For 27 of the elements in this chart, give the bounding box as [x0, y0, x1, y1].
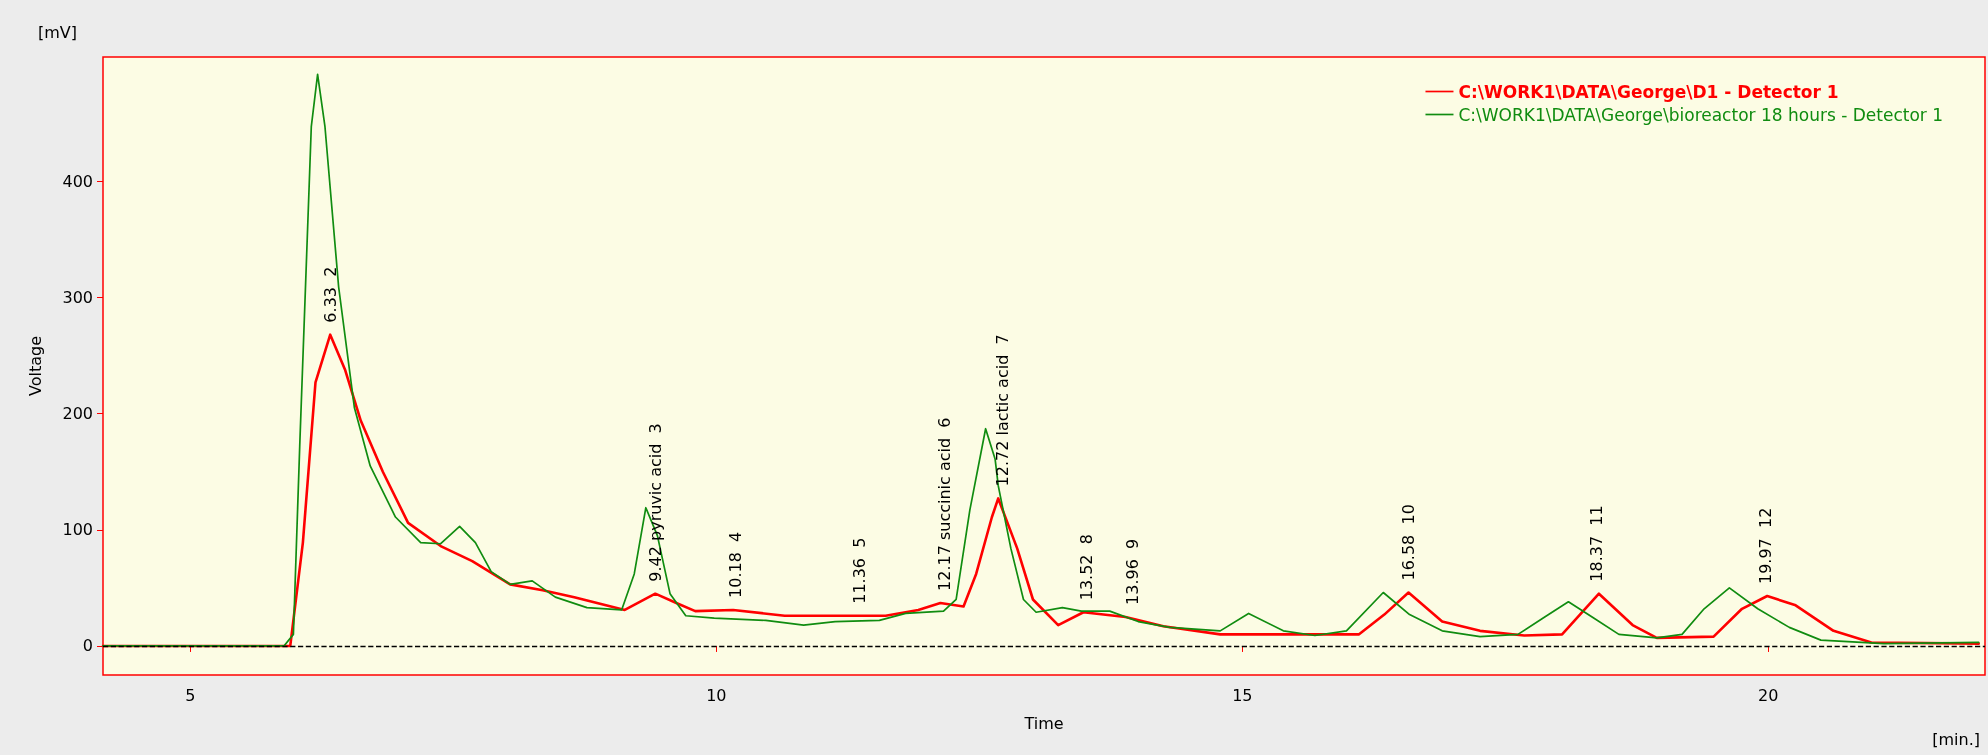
- x-axis-title: Time: [1023, 713, 1064, 733]
- annotation: 19.97 12: [1755, 507, 1775, 585]
- annotation: 16.58 10: [1399, 504, 1419, 581]
- x-tick-label: 5: [185, 685, 196, 705]
- legend-label: C:\WORK1\DATA\George\bioreactor 18 hours - Detector 1: [1458, 104, 1944, 125]
- y-tick-label: 400: [62, 171, 93, 191]
- annotation: 12.72 lactic acid 7: [992, 334, 1012, 487]
- annotation: 13.96 9: [1123, 538, 1143, 605]
- annotation: 11.36 5: [849, 537, 869, 604]
- annotation: 18.37 11: [1587, 505, 1607, 582]
- annotation: 9.42 pyruvic acid 3: [645, 423, 665, 582]
- y-tick-label: 200: [62, 404, 93, 424]
- x-tick-label: 10: [706, 685, 727, 705]
- y-tick-label: 0: [82, 636, 93, 656]
- text: [min.]: [1932, 729, 1981, 749]
- text: [mV]: [38, 22, 78, 42]
- annotation: 10.18 4: [725, 531, 745, 598]
- x-tick-label: 20: [1758, 685, 1779, 705]
- x-tick-label: 15: [1232, 685, 1253, 705]
- annotation: 6.33 2: [320, 266, 340, 323]
- y-tick-label: 100: [62, 520, 93, 540]
- legend-label: C:\WORK1\DATA\George\D1 - Detector 1: [1458, 81, 1839, 102]
- line-series: [102, 73, 1980, 647]
- y-tick-label: 300: [62, 287, 93, 307]
- annotation: 12.17 succinic acid 6: [935, 417, 955, 591]
- annotation: 13.52 8: [1077, 534, 1097, 601]
- y-axis-title: Voltage: [25, 335, 45, 397]
